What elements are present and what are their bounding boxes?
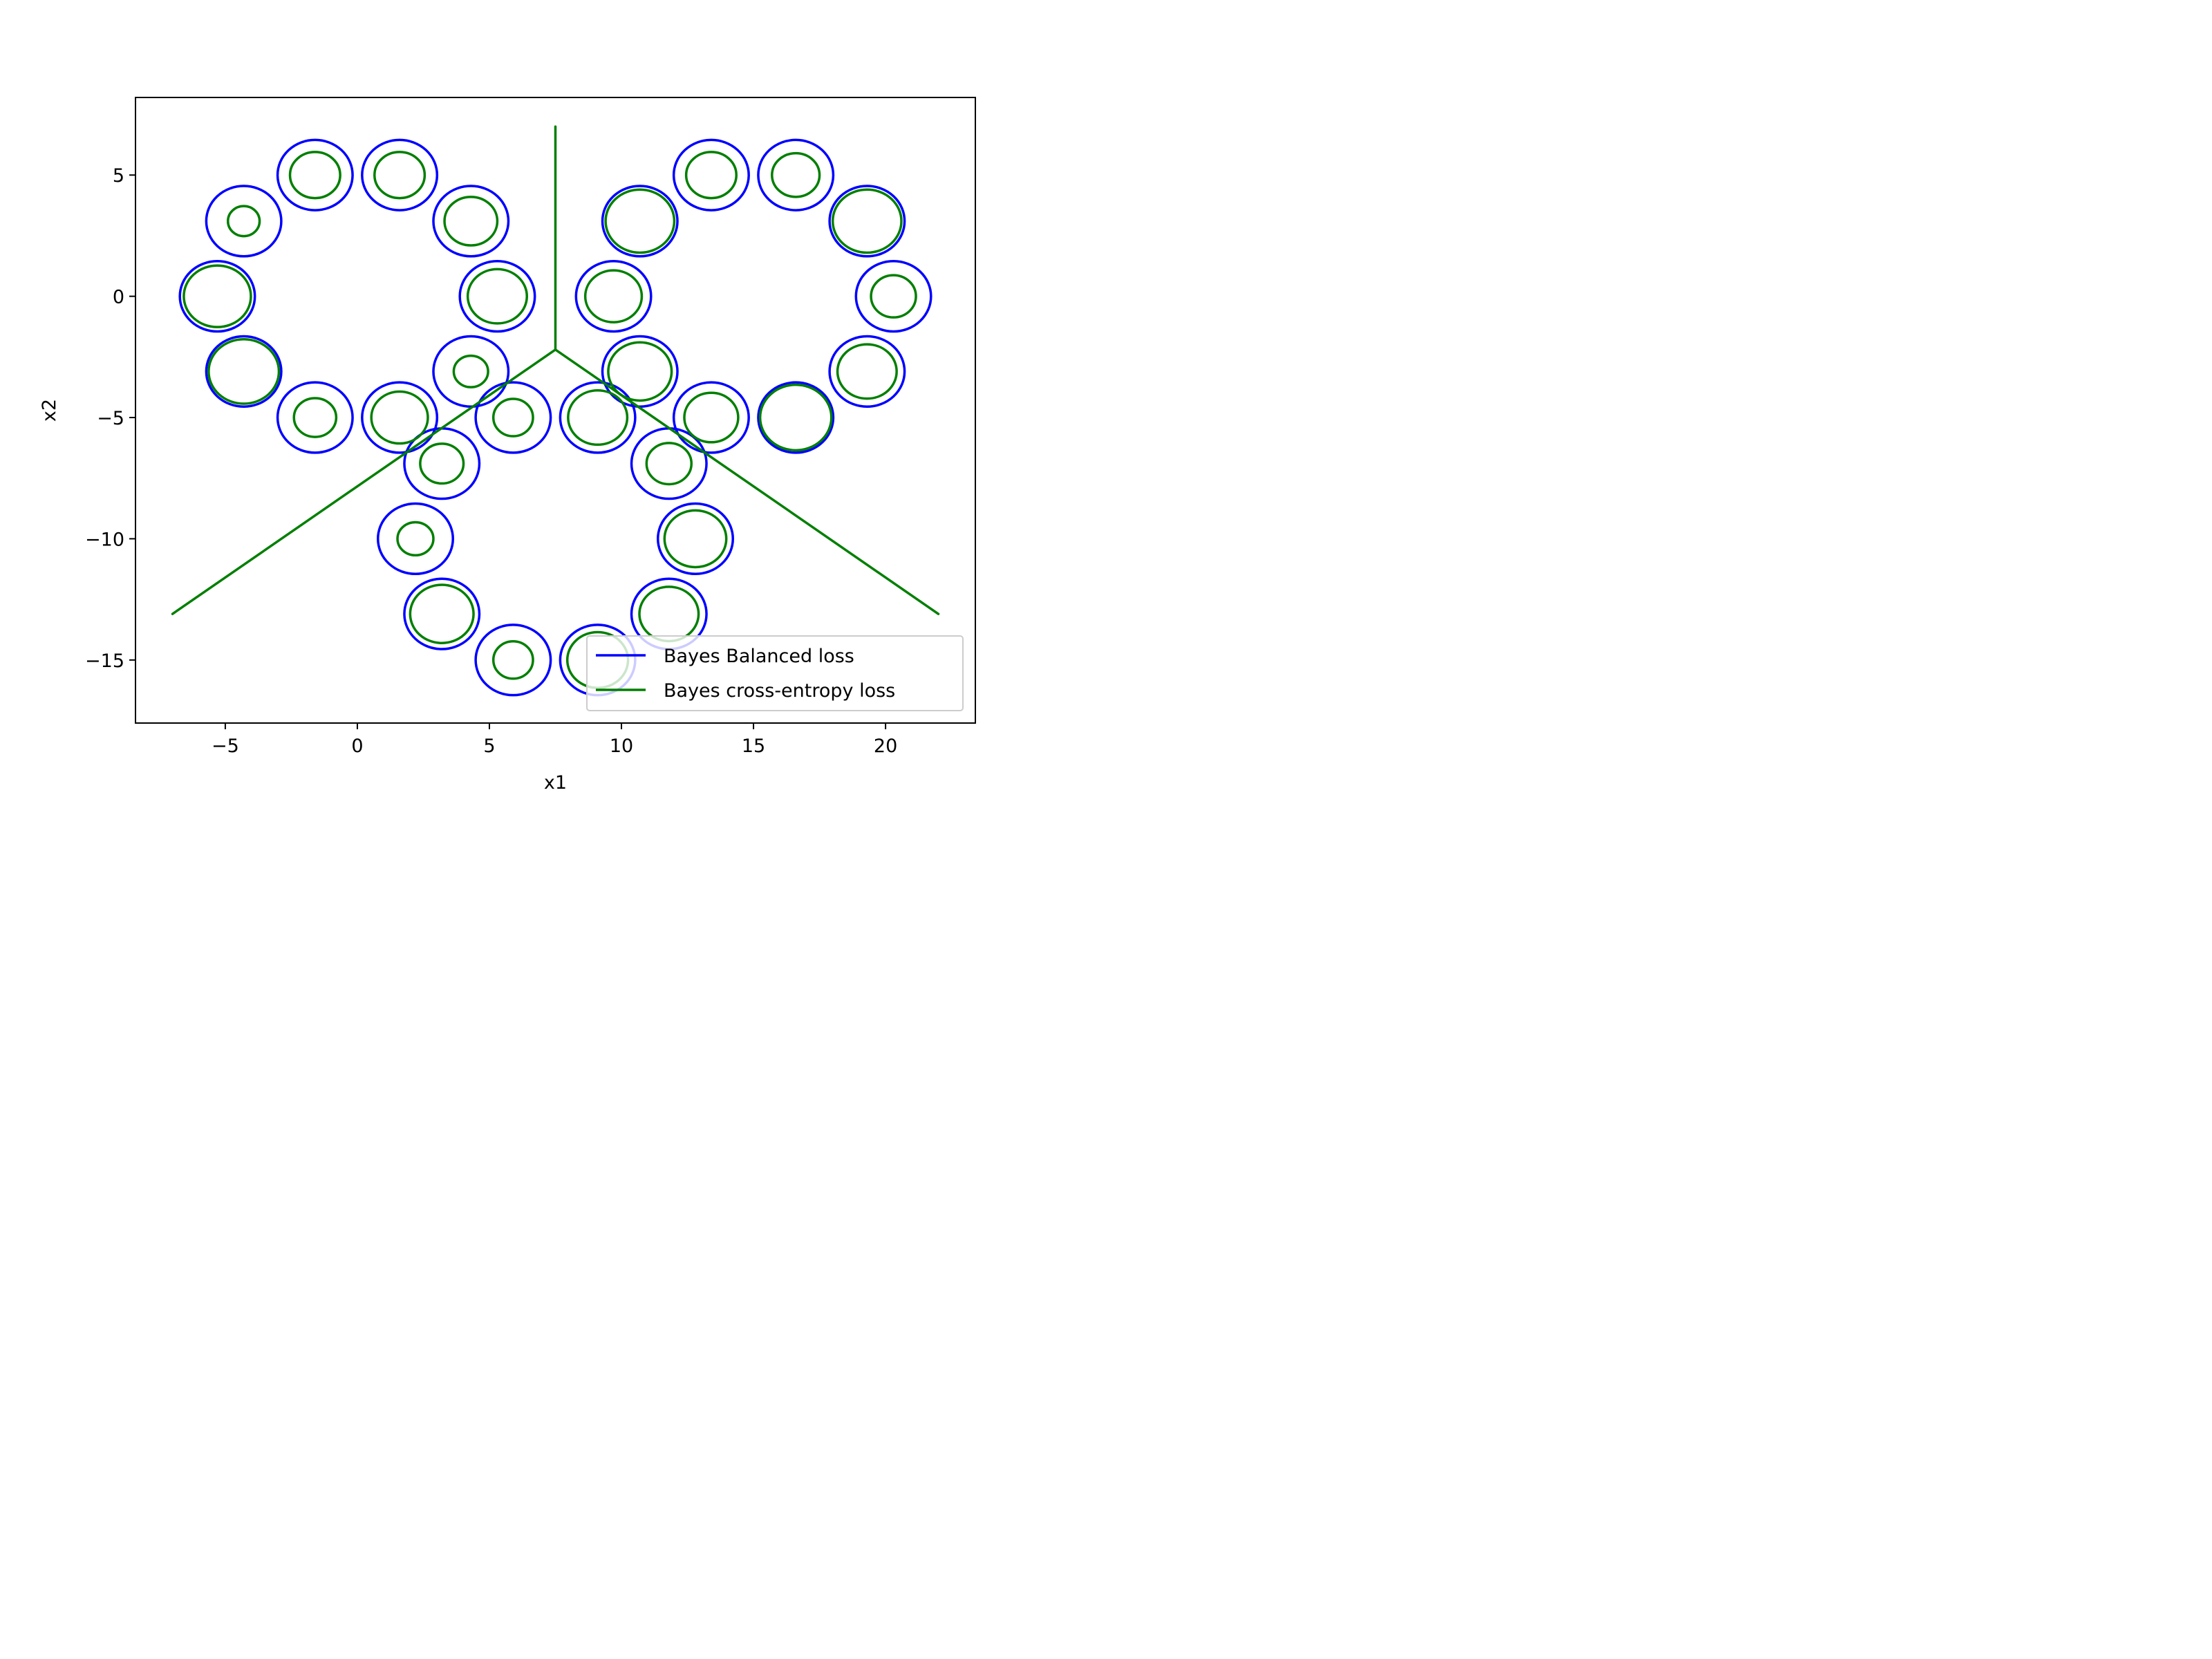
cross-entropy-contour-20 [491,397,534,438]
y-tick-label: 0 [113,287,124,308]
chart-figure: −5 0 5 10 15 20 5 0 −5 −10 −15 x1 x2 Bayes Balanc… [0,0,1069,802]
balanced-contour-20 [474,381,552,454]
balanced-contour-18 [672,381,750,454]
cross-entropy-contour-14 [583,269,644,324]
cross-entropy-contour-3 [443,196,499,247]
cross-entropy-contour-4 [182,264,252,328]
cross-entropy-contour-6 [207,337,281,405]
balanced-contour-19 [757,381,835,454]
balanced-contour-25 [656,502,735,576]
cross-entropy-contour-0 [288,151,341,200]
y-axis-label: x2 [39,399,60,422]
y-tick-label: −15 [85,650,124,672]
cross-entropy-contour-22 [419,442,465,485]
balanced-contour-12 [601,185,679,258]
y-tick-label: 5 [113,165,124,187]
cross-entropy-contour-8 [292,397,338,438]
balanced-contour-11 [757,138,835,212]
cross-entropy-contour-17 [836,343,898,400]
x-tick-label: 10 [610,735,633,757]
balanced-contour-3 [432,185,510,258]
balanced-contour-17 [828,335,906,408]
decision-boundary-1 [171,348,557,615]
y-axis: 5 0 −5 −10 −15 [85,165,135,672]
cross-entropy-contour-5 [466,268,528,325]
x-tick-label: 0 [351,735,363,757]
cross-entropy-contour-9 [370,390,429,445]
cross-entropy-contour-18 [683,391,740,444]
balanced-contour-6 [205,335,283,408]
balanced-contour-10 [672,138,750,212]
cross-entropy-contour-21 [567,388,629,447]
balanced-contour-24 [376,502,455,576]
x-tick-label: 15 [742,735,765,757]
cross-entropy-contour-10 [684,151,738,200]
x-axis-label: x1 [544,772,567,794]
cross-entropy-contour-26 [409,583,475,644]
cross-entropy-contour-1 [373,151,427,200]
cross-entropy-contour-13 [831,188,903,254]
balanced-contour-2 [205,185,283,258]
cross-entropy-contour-7 [452,354,489,388]
y-tick-label: −5 [97,408,124,429]
balanced-contour-1 [361,138,439,212]
balanced-contour-0 [276,138,354,212]
balanced-contour-9 [361,381,439,454]
balanced-contour-4 [178,260,256,333]
cross-entropy-contour-12 [604,188,676,254]
x-tick-label: −5 [212,735,239,757]
legend-box [586,635,964,711]
cross-entropy-contour-23 [645,442,693,486]
balanced-contour-15 [854,260,932,333]
legend-label-cross-entropy: Bayes cross-entropy loss [664,680,895,702]
axes-frame [135,97,976,724]
cross-entropy-contour-19 [758,383,833,452]
cross-entropy-contour-25 [663,509,728,569]
cross-entropy-contour-28 [491,640,534,680]
legend: Bayes Balanced loss Bayes cross-entropy … [586,635,964,711]
balanced-contour-21 [559,381,637,454]
balanced-contour-28 [474,624,552,697]
x-tick-label: 20 [874,735,897,757]
cross-entropy-contour-15 [870,274,917,319]
balanced-contour-14 [574,260,653,333]
cross-entropy-contour-16 [607,341,673,402]
balanced-contour-26 [403,577,481,650]
balanced-contour-13 [828,185,906,258]
x-tick-label: 5 [483,735,495,757]
plot-marks [171,125,940,697]
legend-label-balanced: Bayes Balanced loss [664,646,854,667]
cross-entropy-contour-24 [396,521,435,557]
x-axis: −5 0 5 10 15 20 [212,723,897,757]
y-tick-label: −10 [85,529,124,550]
balanced-contour-5 [458,260,536,333]
balanced-contour-8 [276,381,354,454]
cross-entropy-contour-11 [771,151,821,198]
cross-entropy-contour-2 [226,205,261,238]
